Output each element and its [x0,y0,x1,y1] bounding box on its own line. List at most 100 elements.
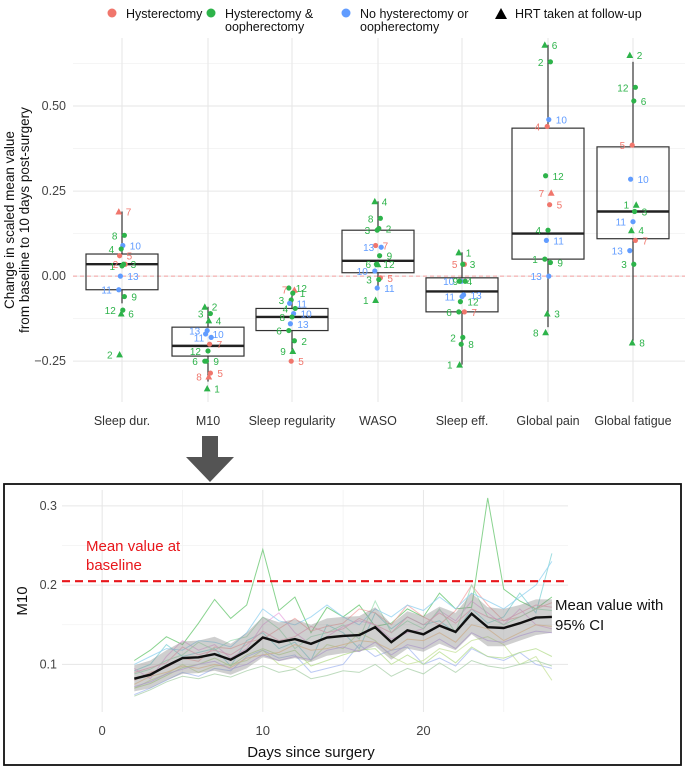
data-point-label: 9 [213,357,219,368]
data-point-label: 8 [639,338,645,349]
data-point [457,278,463,284]
data-point [119,263,125,269]
data-point-label: 6 [276,327,282,338]
data-point [287,300,293,306]
data-point-label: 1 [363,296,369,307]
data-point-hrt [116,350,123,358]
data-point-label: 12 [617,83,629,94]
x-category-label: Sleep dur. [94,414,150,428]
data-point [287,321,293,327]
data-point [202,358,208,364]
confidence-interval-band [134,593,552,692]
data-point-label: 6 [446,308,452,319]
data-point-label: 4 [216,316,222,327]
data-point-label: 4 [109,245,115,256]
data-point-label: 6 [128,310,134,321]
data-point [462,278,468,284]
x-category-label: M10 [196,414,220,428]
data-point-label: 4 [283,304,289,315]
data-point-label: 1 [109,262,115,273]
x-tick-label: 10 [256,723,270,738]
data-point-label: 8 [279,313,285,324]
individual-series-line [134,553,553,672]
data-point-label: 4 [382,197,388,208]
data-point-hrt [456,361,463,368]
y-tick-label: 0.1 [40,657,57,671]
y-axis-label-line: Change in scaled mean value [2,131,17,309]
data-point [631,261,637,267]
data-point-label: 10 [130,242,142,253]
data-point-label: 12 [296,284,308,295]
data-point [543,173,549,179]
y-axis-label: Change in scaled mean valuefrom baseline… [2,107,32,333]
data-point [286,327,292,334]
data-point-label: 10 [556,116,568,127]
data-point-label: 13 [189,327,201,338]
data-point-label: 5 [452,260,458,271]
data-point-label: 13 [471,291,483,302]
data-point [460,261,466,267]
mean-annotation-label: Mean value with [555,597,663,614]
x-category-label: WASO [359,414,397,428]
data-point-label: 9 [131,293,137,304]
data-point-label: 10 [443,277,455,288]
data-point [629,142,635,148]
data-point [373,242,379,249]
data-point-label: 8 [112,231,118,242]
data-point-hrt [205,373,213,380]
data-point [121,232,127,238]
data-point-label: 1 [214,384,220,395]
y-tick-label: 0.3 [40,499,57,513]
timeseries-panel: Mean value at baseline Mean value with 95% … [3,483,682,766]
data-point-hrt [372,296,379,303]
data-point-hrt [541,41,549,48]
data-point [546,273,552,279]
data-point-label: 11 [553,236,564,247]
data-point-label: 11 [297,299,308,310]
data-point-label: 1 [447,361,453,372]
data-point-label: 12 [553,172,565,183]
data-point-label: 5 [557,201,563,212]
data-point [460,334,466,340]
data-point-label: 2 [386,225,392,236]
data-point-label: 10 [301,310,313,321]
data-point-label: 13 [363,243,375,254]
individual-series-line [134,646,553,689]
data-point-label: 7 [471,308,477,319]
individual-series-line [134,583,552,675]
data-point-label: 11 [616,218,627,229]
data-point [116,287,122,293]
data-point [207,310,213,317]
data-point [543,237,550,244]
data-point-label: 3 [279,296,285,307]
data-point [547,202,553,208]
data-point-label: 13 [531,272,543,283]
data-point [205,348,211,354]
legend-hrt-label: HRT taken at follow-up [515,7,642,21]
data-point-label: 7 [126,207,132,218]
data-point-label: 3 [198,310,204,321]
data-point-label: 6 [365,260,371,271]
data-point-label: 3 [470,260,476,271]
data-point-label: 4 [638,226,644,237]
data-point-hrt [543,310,551,317]
data-point [459,293,465,300]
legend-no_surgery-swatch [341,8,351,18]
data-point [377,215,383,221]
data-point [203,331,209,337]
data-point-label: 11 [101,286,112,297]
data-point-hrt [455,248,463,256]
data-point-hrt [205,316,213,324]
data-point-label: 8 [196,372,202,383]
data-point-label: 13 [127,272,139,283]
data-point [292,305,298,312]
data-point-label: 5 [127,252,133,263]
data-point-hrt [371,197,379,205]
data-point-label: 1 [624,201,630,212]
data-point-label: 1 [466,248,472,259]
data-point-label: 3 [131,260,137,271]
y-axis-label-line: from baseline to 10 days post-surgery [17,107,32,333]
data-point-hrt [547,189,555,196]
y-axis-label: M10 [14,586,31,615]
data-point [544,123,550,130]
